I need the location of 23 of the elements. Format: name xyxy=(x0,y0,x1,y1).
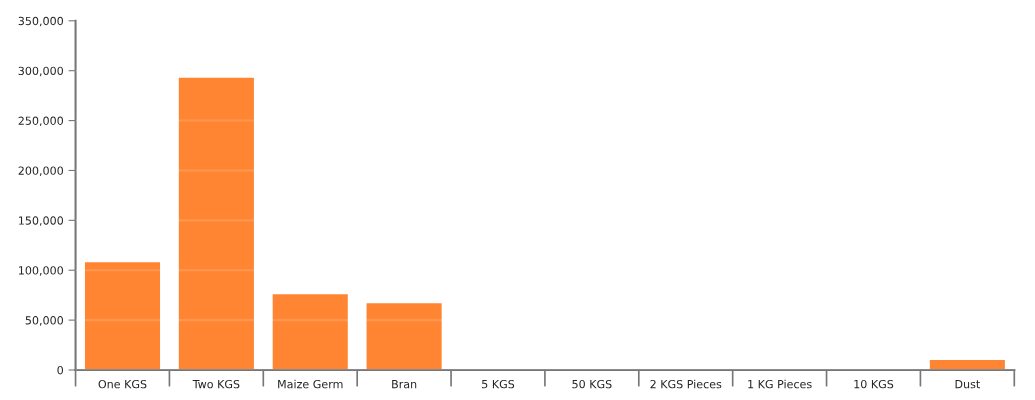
x-tick-label: One KGS xyxy=(98,379,147,389)
bar xyxy=(84,262,161,370)
x-tick-label: Two KGS xyxy=(192,379,240,389)
y-tick-label: 200,000 xyxy=(18,166,64,176)
x-tick-label: 5 KGS xyxy=(482,379,515,389)
y-tick-label: 100,000 xyxy=(19,266,64,276)
bar xyxy=(929,360,1005,370)
x-tick-label: Maize Germ xyxy=(278,379,343,389)
x-tick-label: Bran xyxy=(392,380,417,389)
y-tick-label: 0 xyxy=(57,365,64,375)
bar xyxy=(272,294,348,370)
x-tick-label: 50 KGS xyxy=(572,379,612,389)
x-tick-label: 1 KG Pieces xyxy=(748,379,812,389)
y-tick-label: 50,000 xyxy=(25,316,64,326)
x-tick-label: 2 KGS Pieces xyxy=(650,379,722,389)
x-tick-label: 10 KGS xyxy=(854,379,894,389)
y-tick-label: 150,000 xyxy=(19,216,64,226)
y-tick-label: 300,000 xyxy=(18,66,64,77)
bar xyxy=(366,303,442,370)
y-tick-label: 250,000 xyxy=(18,116,64,127)
bar xyxy=(178,77,254,370)
x-tick-label: Dust xyxy=(955,380,980,389)
y-tick-label: 350,000 xyxy=(18,16,64,27)
